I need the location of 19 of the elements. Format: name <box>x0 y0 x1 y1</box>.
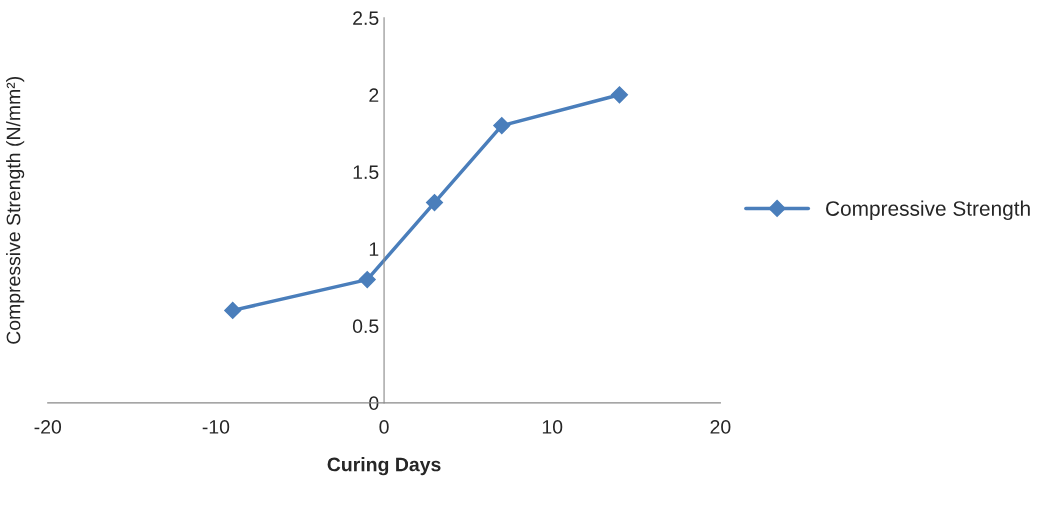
point <box>358 271 376 289</box>
point <box>224 301 242 319</box>
y-tick-label: 2.5 <box>353 11 379 26</box>
y-tick-label: 1 <box>369 242 379 256</box>
point <box>425 194 444 212</box>
y-tick-label: 0.5 <box>352 319 379 334</box>
y-tick-label: 0 <box>369 396 379 411</box>
y-axis-title: Compressive Strength (N/mm²) <box>6 77 25 344</box>
x-tick-label: -10 <box>202 420 230 434</box>
x-tick-label: 20 <box>710 420 731 434</box>
x-tick-label: 0 <box>379 420 389 434</box>
point <box>610 86 629 104</box>
y-tick-label: 1.5 <box>353 165 379 180</box>
x-tick-label: -20 <box>34 420 62 434</box>
y-tick-label: 2 <box>369 88 379 102</box>
point <box>493 117 511 135</box>
legend-label: Compressive Strength <box>826 200 1030 221</box>
x-tick-label: 10 <box>542 420 563 434</box>
x-axis-title: Curing Days <box>327 457 441 476</box>
